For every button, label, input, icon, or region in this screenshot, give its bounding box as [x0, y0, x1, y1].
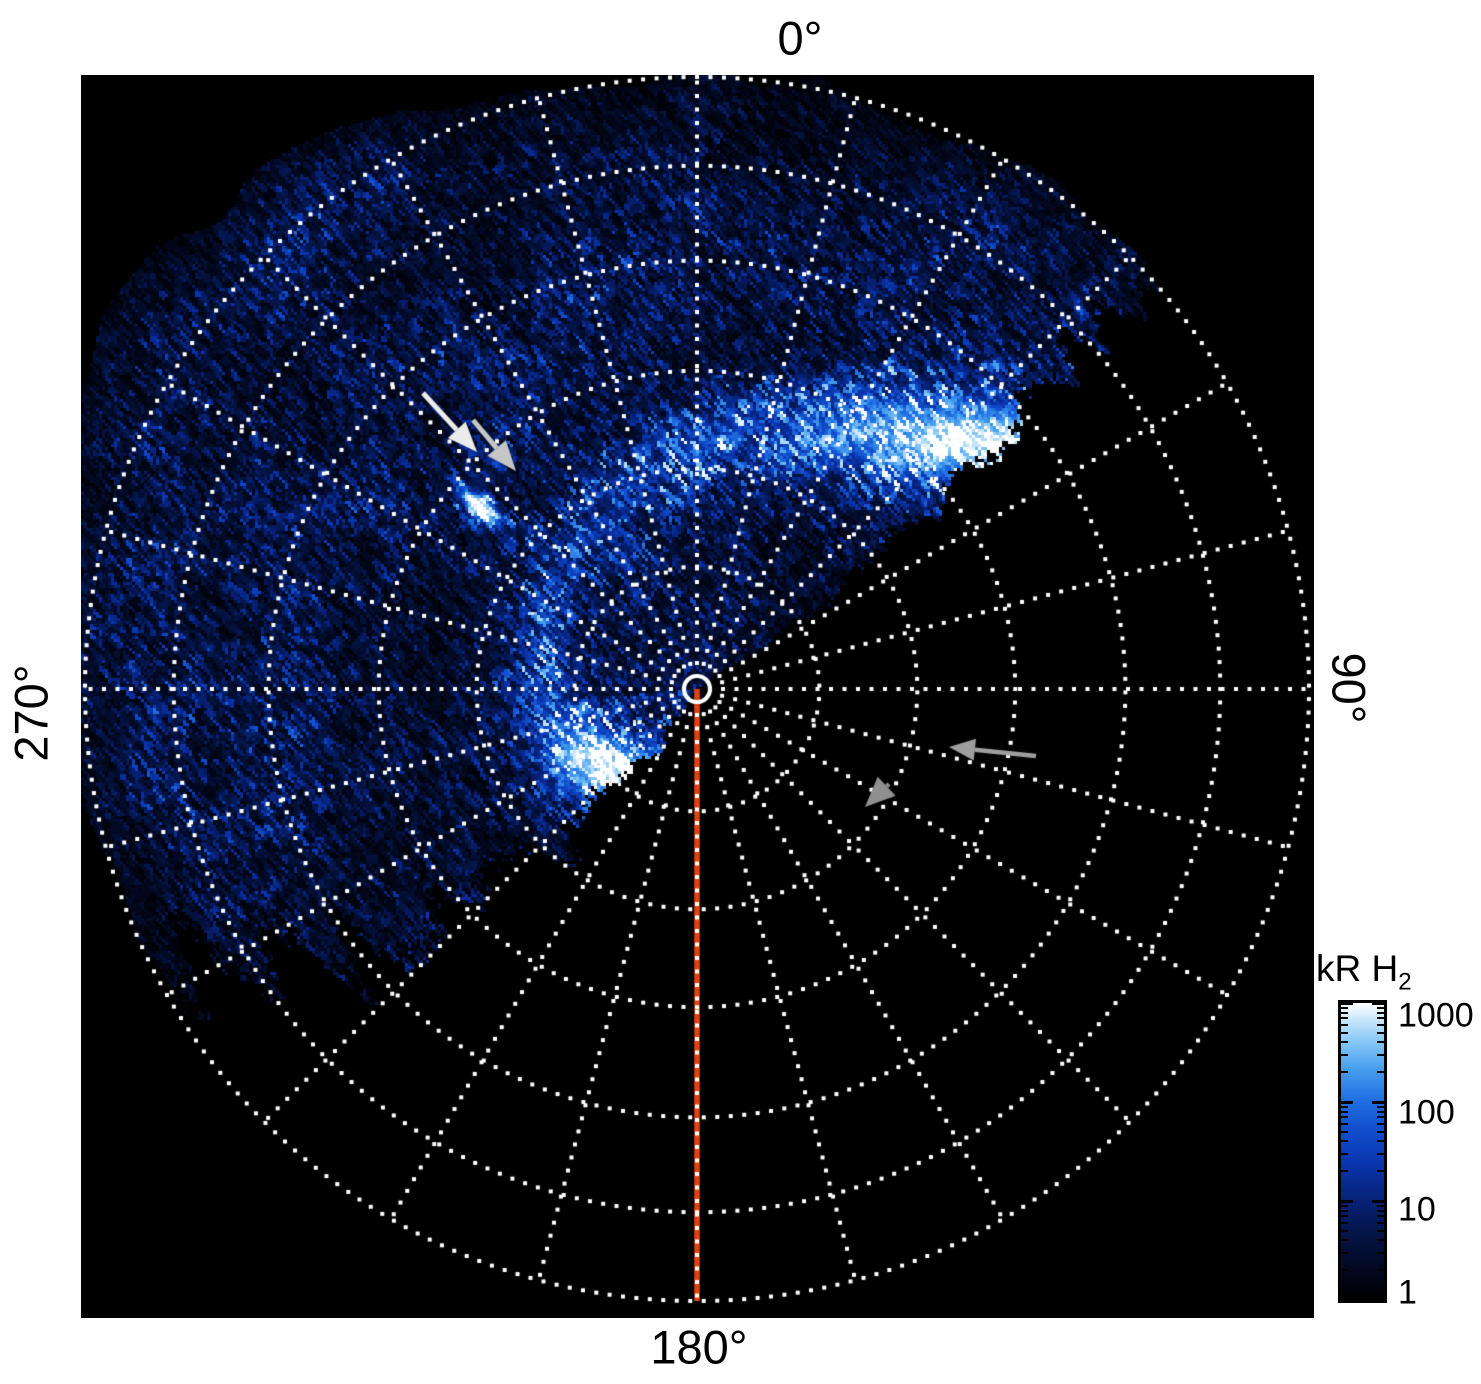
colorbar-minor-tick [1341, 1031, 1348, 1034]
colorbar-minor-tick [1341, 1110, 1348, 1113]
colorbar-minor-tick [1377, 1209, 1384, 1212]
colorbar-major-tick [1372, 1299, 1384, 1300]
colorbar-minor-tick [1341, 1011, 1348, 1014]
colorbar-minor-tick [1377, 1116, 1384, 1119]
colorbar-minor-tick [1377, 1011, 1384, 1014]
colorbar-minor-tick [1377, 1031, 1384, 1034]
colorbar-minor-tick [1377, 1229, 1384, 1232]
colorbar-minor-tick [1341, 1209, 1348, 1212]
colorbar-minor-tick [1341, 1053, 1348, 1056]
colorbar-minor-tick [1377, 1152, 1384, 1155]
colorbar-minor-tick [1341, 1006, 1348, 1009]
colorbar-title-main: kR H [1316, 948, 1399, 989]
colorbar-minor-tick [1341, 1071, 1348, 1074]
colorbar-minor-tick [1377, 1017, 1384, 1020]
colorbar-minor-tick [1377, 1110, 1384, 1113]
colorbar-minor-tick [1377, 1041, 1384, 1044]
colorbar-minor-tick [1341, 1251, 1348, 1254]
colorbar-minor-tick [1341, 1017, 1348, 1020]
colorbar-tick-label-100: 100 [1398, 1093, 1455, 1132]
colorbar-minor-tick [1341, 1269, 1348, 1272]
colorbar-major-tick [1341, 1100, 1353, 1104]
colorbar-tick-label-1000: 1000 [1398, 996, 1474, 1035]
colorbar-minor-tick [1377, 1006, 1384, 1009]
colorbar-minor-tick [1377, 1053, 1384, 1056]
colorbar-major-tick [1341, 1299, 1353, 1300]
colorbar-minor-tick [1341, 1239, 1348, 1242]
colorbar-minor-tick [1341, 1152, 1348, 1155]
colorbar-minor-tick [1341, 1116, 1348, 1119]
colorbar-minor-tick [1341, 1170, 1348, 1173]
colorbar-minor-tick [1377, 1221, 1384, 1224]
colorbar-minor-tick [1377, 1122, 1384, 1125]
colorbar-major-tick [1372, 1003, 1384, 1005]
colorbar-minor-tick [1341, 1122, 1348, 1125]
colorbar-title: kR H2 [1316, 948, 1412, 996]
colorbar-minor-tick [1377, 1215, 1384, 1218]
colorbar-gradient [1338, 1000, 1387, 1303]
colorbar-minor-tick [1377, 1239, 1384, 1242]
colorbar-minor-tick [1341, 1204, 1348, 1207]
colorbar-minor-tick [1377, 1130, 1384, 1133]
colorbar-minor-tick [1377, 1170, 1384, 1173]
colorbar-minor-tick [1341, 1215, 1348, 1218]
colorbar-minor-tick [1377, 1204, 1384, 1207]
colorbar-title-subscript: 2 [1398, 968, 1412, 996]
colorbar-major-tick [1341, 1003, 1353, 1005]
colorbar-minor-tick [1377, 1023, 1384, 1026]
colorbar-minor-tick [1341, 1229, 1348, 1232]
colorbar-tick-label-1: 1 [1398, 1273, 1417, 1312]
colorbar-minor-tick [1377, 1251, 1384, 1254]
colorbar-major-tick [1341, 1200, 1353, 1203]
colorbar-major-tick [1372, 1100, 1384, 1104]
angle-label-0: 0° [777, 11, 823, 65]
colorbar-minor-tick [1377, 1269, 1384, 1272]
colorbar-minor-tick [1341, 1221, 1348, 1224]
colorbar-minor-tick [1341, 1041, 1348, 1044]
colorbar-minor-tick [1341, 1023, 1348, 1026]
colorbar-minor-tick [1377, 1071, 1384, 1074]
colorbar-minor-tick [1377, 1105, 1384, 1108]
colorbar-minor-tick [1341, 1105, 1348, 1108]
colorbar-minor-tick [1341, 1130, 1348, 1133]
angle-label-270: 270° [4, 664, 58, 762]
angle-label-90: 90° [1322, 652, 1376, 724]
angle-label-180: 180° [650, 1320, 748, 1374]
colorbar-major-tick [1372, 1200, 1384, 1203]
colorbar-minor-tick [1377, 1140, 1384, 1143]
colorbar-tick-label-10: 10 [1398, 1190, 1436, 1229]
colorbar-minor-tick [1341, 1140, 1348, 1143]
polar-aurora-plot [81, 75, 1314, 1318]
